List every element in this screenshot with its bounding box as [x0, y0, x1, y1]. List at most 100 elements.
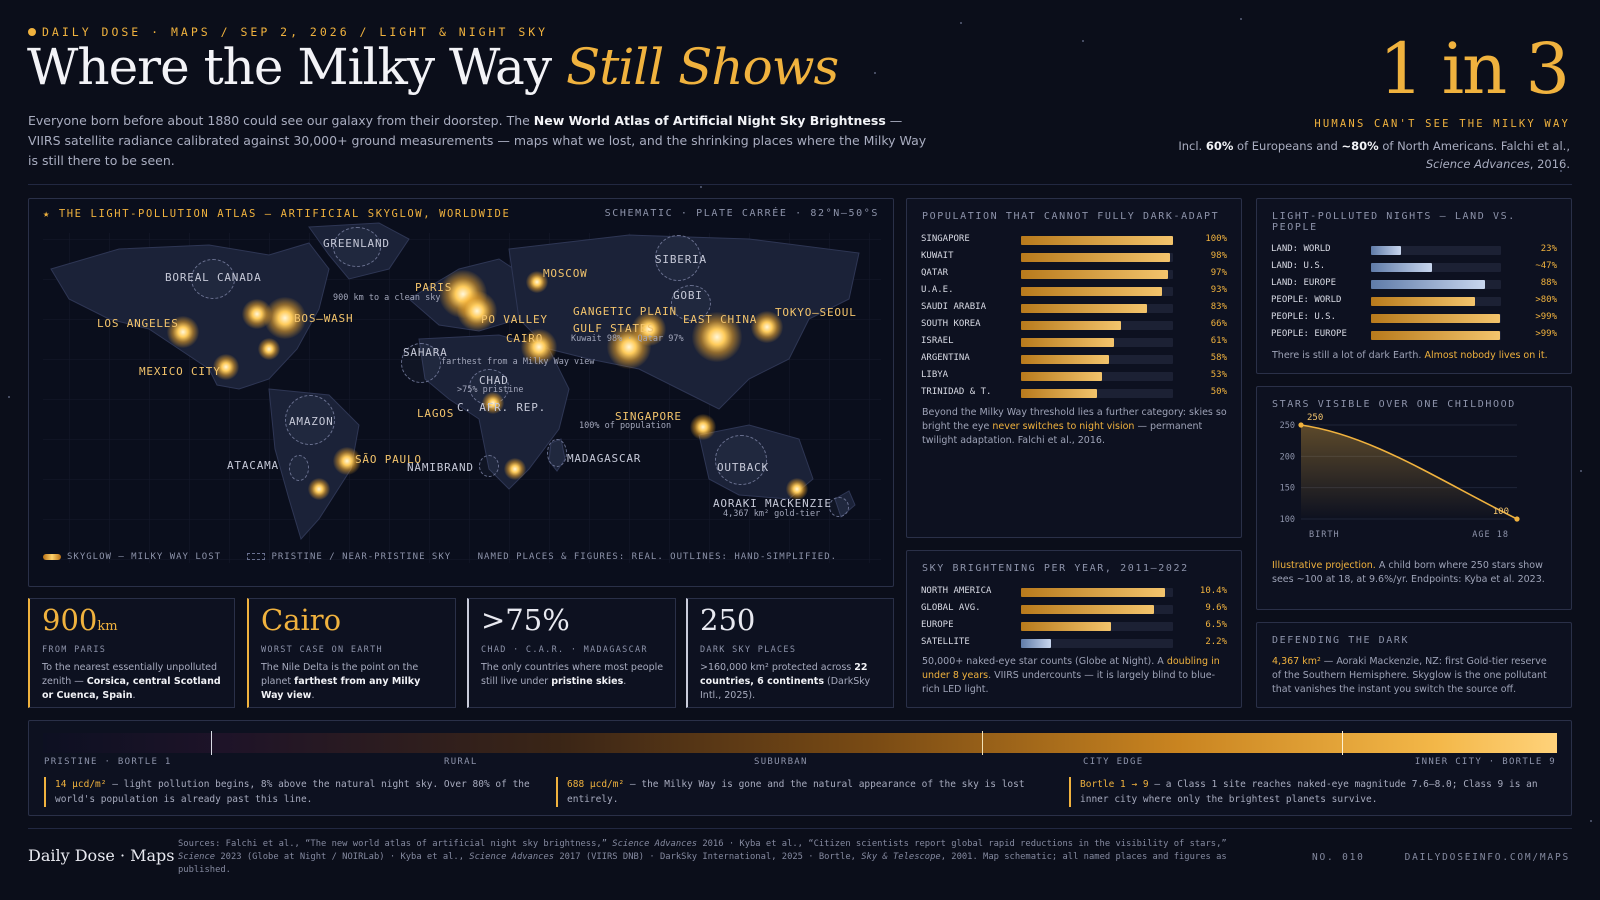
bar-track [1021, 270, 1173, 279]
area-fill [1301, 425, 1517, 519]
pristine-aoraki [829, 497, 849, 517]
label-moscow: MOSCOW [543, 267, 588, 280]
fact-bortle: Bortle 1 → 9 — a Class 1 site reaches na… [1069, 777, 1559, 807]
label-car: C. AFR. REP. [457, 401, 547, 414]
brightening-panel: SKY BRIGHTENING PER YEAR, 2011–2022 NORT… [906, 550, 1242, 708]
population-panel: POPULATION THAT CANNOT FULLY DARK-ADAPT … [906, 198, 1242, 538]
card-t1: The Nile Delta is the point on the plane… [261, 662, 419, 687]
card-value: Cairo [261, 603, 342, 637]
bnhl: doubling in under 8 years [922, 656, 1220, 681]
page-title: Where the Milky Way Still Shows [27, 38, 839, 96]
src1: Sources: Falchi et al., “The new world a… [178, 839, 613, 849]
lede-bold: New World Atlas of Artificial Night Sky … [533, 113, 886, 128]
label-aoraki-sub: 4,367 km² gold-tier [723, 509, 821, 519]
glow-southafrica [504, 458, 526, 480]
hn-p1: 60% [1205, 139, 1234, 153]
label-cairo: CAIRO [506, 332, 544, 345]
bar-row: LAND: EUROPE 88% [1271, 277, 1557, 291]
kicker-text: DAILY DOSE · MAPS / SEP 2, 2026 / LIGHT … [42, 25, 549, 39]
asia-shape [508, 234, 860, 410]
bar-value: 93% [1210, 285, 1227, 295]
card-caption: FROM PARIS [42, 645, 107, 655]
label-madagascar: MADAGASCAR [567, 452, 642, 465]
bar-label: NORTH AMERICA [921, 586, 992, 596]
label-atacama: ATACAMA [227, 459, 279, 472]
lnhl: Almost nobody lives on it. [1424, 350, 1548, 361]
label-siberia: SIBERIA [655, 253, 707, 266]
bar-track [1021, 236, 1173, 245]
stars-line-chart: 100 150 200 250 250 100 BIRTH AGE 18 [1280, 413, 1520, 540]
f3: — a Class 1 site reaches naked-eye magni… [1080, 779, 1538, 805]
population-note: Beyond the Milky Way threshold lies a fu… [922, 406, 1227, 448]
stars-note: Illustrative projection. A child born wh… [1272, 559, 1557, 587]
bar-fill [1021, 605, 1154, 614]
label-mexico: MEXICO CITY [139, 365, 221, 378]
bar-value: ~47% [1535, 261, 1557, 271]
glow-moscow [526, 271, 548, 293]
bar-value: >80% [1535, 295, 1557, 305]
footer-sources: Sources: Falchi et al., “The new world a… [178, 838, 1268, 877]
bar-label: ARGENTINA [921, 353, 970, 363]
label-saopaulo: SÃO PAULO [355, 453, 422, 466]
f2hl: 688 µcd/m² [567, 779, 625, 790]
threshold-688 [982, 731, 983, 755]
bar-label: LAND: WORLD [1271, 244, 1331, 254]
defending-panel: DEFENDING THE DARK 4,367 km² — Aoraki Ma… [1256, 622, 1572, 708]
bar-row: KUWAIT 98% [921, 250, 1227, 264]
bar-value: 100% [1205, 234, 1227, 244]
map-legend: SKYGLOW — MILKY WAY LOST PRISTINE / NEAR… [43, 552, 837, 562]
bar-fill [1021, 304, 1148, 313]
bar-value: 61% [1210, 336, 1227, 346]
legend-note: NAMED PLACES & FIGURES: REAL. OUTLINES: … [477, 552, 838, 562]
glow-south-us [258, 338, 280, 360]
stat-card-pristine: >75% CHAD · C.A.R. · MADAGASCAR The only… [467, 598, 676, 708]
label-paris-sub: 900 km to a clean sky [333, 293, 441, 303]
label-sahara-sub: farthest from a Milky Way view [441, 357, 595, 367]
fact-688: 688 µcd/m² — the Milky Way is gone and t… [556, 777, 1036, 807]
bar-label: EUROPE [921, 620, 954, 630]
label-tokyo: TOKYO–SEOUL [775, 306, 857, 319]
stat-card-darksky: 250 DARK SKY PLACES >160,000 km² protect… [686, 598, 894, 708]
bar-label: SATELLITE [921, 637, 970, 647]
bar-track [1371, 263, 1501, 272]
headline-note: Incl. 60% of Europeans and ~80% of North… [1170, 137, 1570, 173]
bar-label: LAND: EUROPE [1271, 278, 1337, 288]
hn-journal: Science Advances [1425, 157, 1530, 171]
bar-value: 10.4% [1199, 586, 1227, 596]
glow-australia [786, 478, 808, 500]
label-gulf-sub: Kuwait 98% · Qatar 97% [571, 334, 684, 344]
bar-value: >99% [1535, 312, 1557, 322]
pristine-madagascar [547, 439, 567, 467]
data-point [1514, 516, 1520, 522]
label-boreal: BOREAL CANADA [165, 271, 262, 284]
bar-row: ARGENTINA 58% [921, 352, 1227, 366]
label-sahara: SAHARA [403, 346, 448, 359]
data-point [1298, 422, 1304, 428]
card-t1: The only countries where most people sti… [481, 662, 664, 687]
label-ganges: GANGETIC PLAIN [573, 305, 677, 318]
footer-url-link[interactable]: DAILYDOSEINFO.COM/MAPS [1404, 852, 1570, 863]
bar-row: PEOPLE: WORLD >80% [1271, 294, 1557, 308]
bar-row: SATELLITE 2.2% [921, 636, 1227, 650]
glow-lagos [482, 392, 504, 414]
bar-value: 88% [1540, 278, 1557, 288]
f1hl: 14 µcd/m² [55, 779, 107, 790]
hn-3: of North Americans. Falchi et al., [1378, 139, 1570, 153]
card-t1: >160,000 km² protected across [700, 662, 855, 673]
kicker-dot-icon [28, 28, 36, 36]
scale-label-rural: RURAL [444, 757, 478, 767]
bar-row: SAUDI ARABIA 83% [921, 301, 1227, 315]
bn1: 50,000+ naked-eye star counts (Globe at … [922, 656, 1167, 667]
bar-fill [1371, 263, 1433, 272]
glow-tokyo [751, 311, 783, 343]
bn2: . VIIRS undercounts — it is largely blin… [922, 670, 1216, 695]
glow-cairo [521, 329, 557, 365]
label-boswash: BOS–WASH [294, 312, 354, 325]
bar-row: GLOBAL AVG. 9.6% [921, 602, 1227, 616]
title-accent: Still Shows [565, 38, 839, 96]
glow-eastchina [692, 312, 742, 362]
bar-label: TRINIDAD & T. [921, 387, 992, 397]
population-title: POPULATION THAT CANNOT FULLY DARK-ADAPT [922, 211, 1220, 222]
bar-label: KUWAIT [921, 251, 954, 261]
bar-track [1371, 280, 1501, 289]
